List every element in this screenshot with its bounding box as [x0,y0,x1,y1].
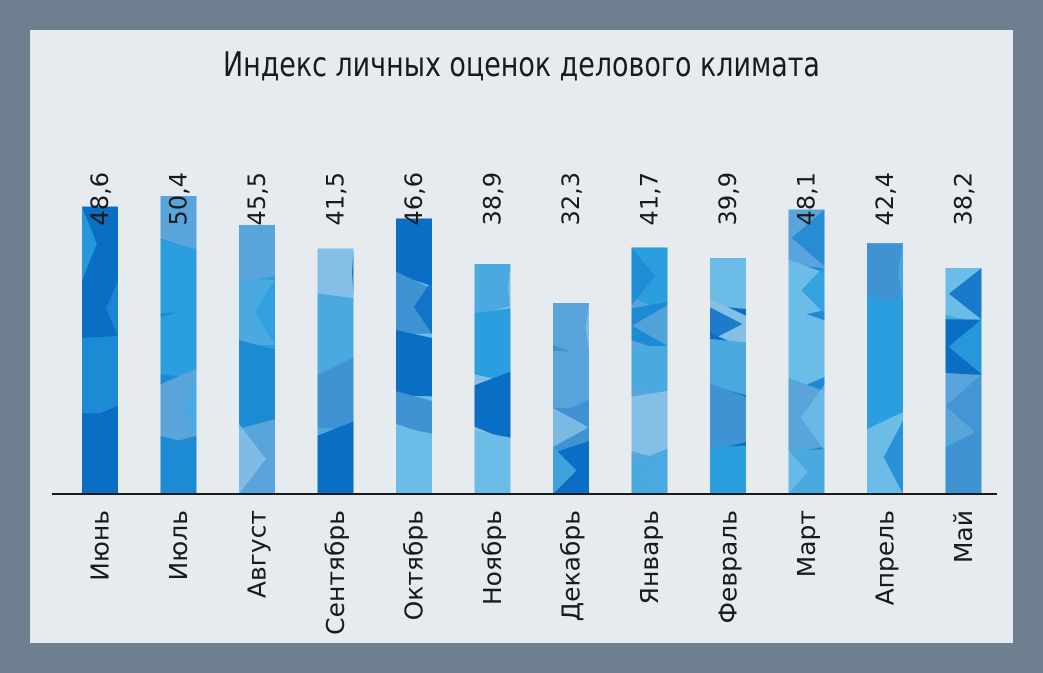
bar-8 [631,247,668,494]
bar-10 [788,209,825,494]
chart-title: Индекс личных оценок делового климата [222,45,820,85]
bar-11 [867,243,903,494]
category-label-2: Июль [164,510,193,580]
category-label-8: Январь [635,510,664,604]
value-label-3: 45,5 [243,172,271,225]
value-label-8: 41,7 [636,172,664,225]
value-label-4: 41,5 [322,172,350,225]
bar-5 [396,218,432,494]
value-label-1: 48,6 [86,172,114,225]
bar-2 [160,196,197,494]
bar-3 [239,224,275,494]
value-label-9: 39,9 [714,172,742,225]
bar-6 [474,263,511,494]
value-label-12: 38,2 [950,172,978,225]
bar-12 [945,268,982,494]
category-label-6: Ноябрь [478,510,507,605]
value-label-6: 38,9 [479,172,507,225]
category-label-12: Май [949,510,978,563]
bar-4 [317,248,354,494]
value-label-2: 50,4 [165,172,193,225]
category-label-1: Июнь [86,510,115,581]
category-label-3: Август [243,510,272,598]
bar-9 [710,258,746,494]
category-label-11: Апрель [871,510,900,605]
value-label-10: 48,1 [793,172,821,225]
category-label-10: Март [792,510,821,577]
value-label-7: 32,3 [557,172,585,225]
category-label-5: Октябрь [400,510,429,620]
value-label-11: 42,4 [871,172,899,225]
category-label-4: Сентябрь [321,510,350,635]
category-label-9: Февраль [714,510,743,624]
bar-7 [553,303,589,494]
bar-1 [82,206,118,494]
category-label-7: Декабрь [557,510,586,621]
value-label-5: 46,6 [400,172,428,225]
